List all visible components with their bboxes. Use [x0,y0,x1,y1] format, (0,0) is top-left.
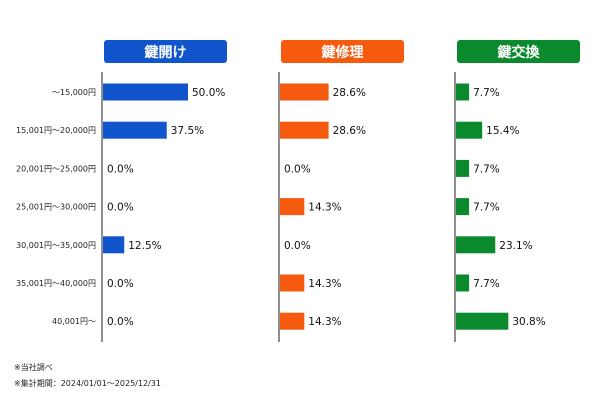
bar [280,312,305,330]
data-label: 28.6% [333,87,366,99]
data-label: 28.6% [333,125,366,137]
bar [456,159,470,177]
data-label: 14.3% [308,202,341,214]
bar [456,312,509,330]
category-label: 20,001円～25,000円 [16,164,96,173]
data-label: 7.7% [473,163,500,175]
bar [280,83,329,101]
data-label: 12.5% [128,240,161,252]
data-label: 7.7% [473,278,500,290]
category-label: 30,001円～35,000円 [16,241,96,250]
series-panel: 鍵修理 28.6% 28.6% 0.0% 14.3% 0.0% 14.3% 14.3% [278,40,404,342]
bar [456,198,470,216]
data-label: 0.0% [284,163,311,175]
category-label: 35,001円～40,000円 [16,279,96,288]
data-label: 23.1% [499,240,532,252]
bar [280,121,329,139]
series-header-label: 鍵開け [145,44,187,61]
data-label: 7.7% [473,87,500,99]
data-label: 14.3% [308,278,341,290]
note-period: ※集計期間：2024/01/01～2025/12/31 [14,379,161,388]
data-label: 37.5% [171,125,204,137]
data-label: 15.4% [486,125,519,137]
category-label: 15,001円～20,000円 [16,126,96,135]
series-header [281,40,404,63]
data-label: 0.0% [107,202,134,214]
bar [103,121,167,139]
data-label: 7.7% [473,202,500,214]
bar [456,274,470,292]
bar [456,236,496,254]
series-panel: 鍵開け 50.0% 37.5% 0.0% 0.0% 12.5% 0.0% 0.0% [101,40,227,342]
bar [456,83,470,101]
data-label: 0.0% [107,163,134,175]
series-header [457,40,580,63]
series-header-label: 鍵交換 [498,44,541,61]
chart-panels: 鍵開け 50.0% 37.5% 0.0% 0.0% 12.5% 0.0% 0.0% 鍵修理 28.… [101,40,580,342]
series-panel: 鍵交換 7.7% 15.4% 7.7% 7.7% 23.1% 7.7% 30.8% [454,40,580,342]
bar [103,236,125,254]
note-source: ※当社調べ [14,363,53,372]
series-header-label: 鍵修理 [322,44,364,61]
bar [456,121,483,139]
data-label: 0.0% [284,240,311,252]
series-header [104,40,227,63]
data-label: 14.3% [308,316,341,328]
bar [103,83,188,101]
bar [280,198,305,216]
category-label: 40,001円～ [52,317,96,326]
category-label: 25,001円～30,000円 [16,203,96,212]
category-labels: ～15,000円 15,001円～20,000円 20,001円～25,000円 25… [16,88,96,326]
data-label: 0.0% [107,316,134,328]
data-label: 0.0% [107,278,134,290]
data-label: 50.0% [192,87,225,99]
category-label: ～15,000円 [52,88,96,97]
data-label: 30.8% [512,316,545,328]
bar [280,274,305,292]
